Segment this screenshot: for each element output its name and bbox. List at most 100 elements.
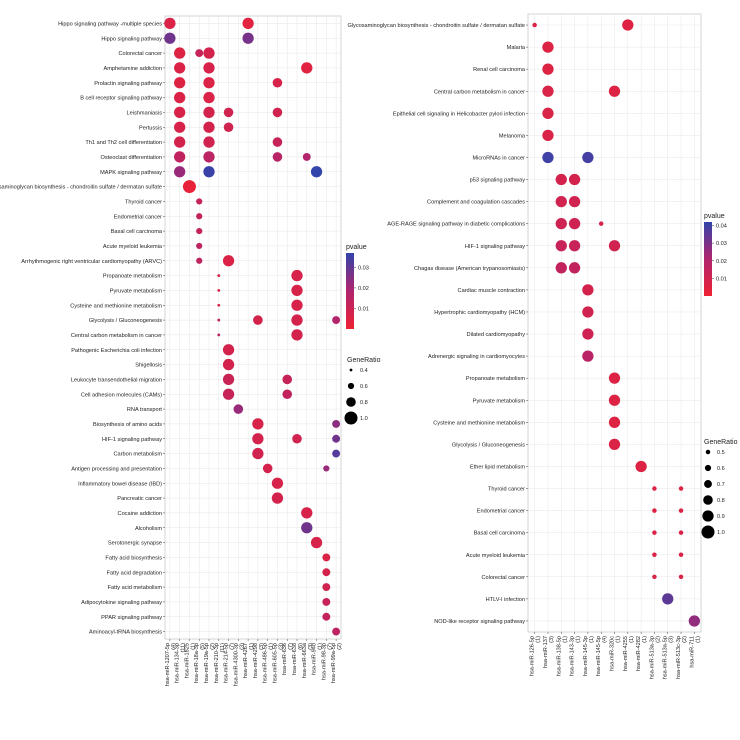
data-point — [242, 17, 254, 30]
data-point — [196, 198, 203, 205]
data-point — [174, 62, 186, 74]
data-point — [608, 85, 621, 97]
data-point — [622, 19, 634, 31]
row-label: Pertussis — [139, 125, 162, 131]
column-count-label: (1) — [629, 636, 635, 643]
data-point — [542, 129, 554, 142]
data-point — [223, 107, 234, 118]
column-count-label: (7) — [288, 643, 294, 650]
data-point — [174, 47, 186, 59]
data-point — [291, 329, 303, 341]
data-point — [222, 388, 235, 400]
data-point — [203, 121, 215, 133]
row-label: Glycosaminoglycan biosynthesis - chondro… — [0, 185, 162, 191]
size-legend-dot — [701, 525, 715, 539]
colorbar-tick-label: 0.02 — [716, 259, 727, 265]
row-label: Central carbon metabolism in cancer — [71, 333, 162, 339]
data-point — [652, 508, 657, 513]
data-point — [222, 344, 235, 356]
pvalue-colorbar — [704, 222, 712, 296]
data-point — [272, 152, 283, 162]
row-label: Basal cell carcinoma — [111, 229, 163, 235]
row-label: Hippo signaling pathway — [101, 36, 162, 42]
row-label: Prolactin signaling pathway — [94, 81, 162, 87]
data-point — [310, 536, 323, 549]
data-point — [174, 151, 186, 163]
colorbar-tick-label: 0.01 — [358, 306, 369, 312]
column-label: hsa-miR-1825 — [184, 643, 190, 678]
data-point — [174, 91, 186, 104]
row-label: Cysteine and methionine metabolism — [433, 420, 525, 426]
column-label: hsa-miR-126-5p — [530, 636, 536, 676]
size-legend-label: 0.8 — [717, 498, 725, 504]
column-label: hsa-miR-4255 — [623, 636, 629, 671]
row-label: Pyruvate metabolism — [110, 288, 163, 294]
data-point — [291, 284, 303, 297]
data-point — [233, 404, 244, 414]
row-label: Hippo signaling pathway -multiple specie… — [58, 21, 162, 27]
pvalue-legend-title: pvalue — [346, 244, 367, 251]
row-label: Endometrial cancer — [477, 509, 525, 515]
data-point — [542, 41, 554, 53]
data-point — [532, 22, 537, 28]
right-dotplot-panel: Glycosaminoglycan biosynthesis - chondro… — [347, 13, 738, 679]
row-label: AGE-RAGE signaling pathway in diabetic c… — [387, 222, 525, 228]
data-point — [678, 508, 684, 513]
size-legend-dot — [344, 411, 358, 425]
data-point — [196, 227, 203, 235]
column-count-label: (1) — [642, 636, 648, 643]
data-point — [652, 486, 657, 491]
data-point — [292, 433, 302, 444]
data-point — [203, 151, 215, 163]
data-point — [332, 419, 341, 428]
row-label: Glycolysis / Gluconeogenesis — [452, 442, 525, 448]
column-label: hsa-miR-4300-3p — [233, 643, 239, 686]
data-point — [582, 284, 594, 296]
colorbar-tick-label: 0.04 — [716, 224, 727, 230]
column-label: hsa-miR-513c-3p — [676, 636, 682, 679]
column-count-label: (6) — [298, 643, 304, 650]
row-label: RNA transport — [127, 407, 163, 413]
row-label: p53 signaling pathway — [470, 178, 526, 184]
pvalue-legend-title: pvalue — [704, 213, 725, 220]
data-point — [678, 552, 684, 557]
pvalue-colorbar — [346, 253, 354, 329]
column-label: hsa-miR-711 — [689, 636, 695, 668]
data-point — [203, 136, 215, 148]
column-count-label: (3) — [239, 643, 245, 650]
data-point — [203, 91, 215, 104]
data-point — [272, 77, 283, 88]
row-label: Propanoate metabolism — [466, 376, 525, 382]
column-label: hsa-miR-134-3p — [175, 643, 181, 683]
column-count-label: (3) — [669, 636, 675, 643]
data-point — [652, 574, 657, 580]
column-count-label: (1) — [536, 636, 542, 643]
column-count-label: (1) — [269, 643, 275, 650]
column-label: hsa-miR-210-3p — [214, 643, 220, 683]
data-point — [301, 62, 313, 74]
row-label: Cocaine addiction — [118, 511, 162, 517]
column-count-label: (1) — [589, 636, 595, 643]
data-point — [164, 17, 176, 30]
column-label: hsa-miR-513a-3p — [649, 636, 655, 679]
column-count-label: (11) — [181, 643, 187, 653]
column-count-label: (11) — [220, 643, 226, 653]
data-point — [568, 195, 581, 208]
data-point — [652, 552, 657, 557]
row-label: Chagas disease (American trypanosomiasis… — [414, 266, 525, 272]
data-point — [635, 460, 647, 473]
column-label: hsa-miR-138-5p — [556, 636, 562, 676]
row-label: Colorectal cancer — [481, 575, 525, 581]
column-count-label: (1) — [249, 643, 255, 650]
data-point — [196, 257, 203, 264]
data-point — [217, 303, 221, 307]
size-legend-label: 0.4 — [360, 368, 368, 374]
data-point — [203, 62, 215, 74]
data-point — [291, 314, 303, 326]
row-label: Endometrial cancer — [114, 214, 162, 220]
row-label: Shigellosis — [135, 363, 162, 369]
column-label: hsa-miR-99a-5p — [331, 643, 337, 683]
column-count-label: (2) — [655, 636, 661, 643]
data-point — [332, 434, 341, 443]
size-legend-label: 0.8 — [360, 400, 368, 406]
